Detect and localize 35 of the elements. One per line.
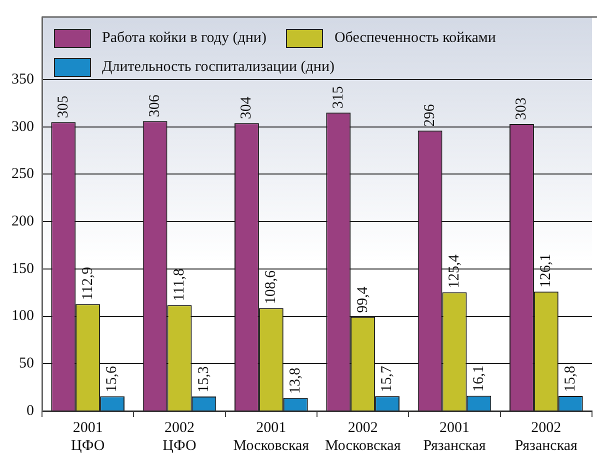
- y-tick-label: 350: [12, 71, 34, 88]
- data-label: 15,3: [196, 366, 212, 393]
- data-label: 99,4: [354, 286, 371, 313]
- data-label: 315: [330, 86, 346, 109]
- x-tick-label: 2002 ЦФО: [162, 420, 197, 453]
- data-label: 13,8: [288, 368, 304, 394]
- x-tick-label: 2001 Рязанская: [423, 420, 486, 453]
- x-tick-label: 2002 Московская: [324, 420, 401, 453]
- data-label: 15,6: [104, 365, 120, 392]
- data-label: 15,8: [562, 366, 579, 392]
- x-tick-label: 2001 Московская: [233, 420, 310, 453]
- data-label: 296: [422, 104, 438, 127]
- y-tick-label: 250: [12, 166, 34, 182]
- data-label: 303: [514, 98, 530, 120]
- x-tick-label: 2001 ЦФО: [70, 420, 105, 453]
- y-tick-label: 50: [19, 356, 34, 372]
- y-tick-label: 200: [12, 214, 34, 230]
- y-tick-label: 0: [26, 402, 34, 419]
- data-label: 15,7: [379, 365, 396, 392]
- legend-label: Обеспеченность койками: [334, 30, 496, 47]
- data-label: 112,9: [80, 266, 96, 300]
- y-tick-label: 100: [12, 308, 34, 324]
- y-tick-label: 300: [12, 118, 34, 135]
- data-label: 306: [146, 94, 163, 118]
- x-tick-label: 2002 Рязанская: [514, 420, 578, 453]
- data-label: 125,4: [446, 254, 462, 288]
- data-label: 305: [55, 96, 72, 118]
- data-label: 108,6: [263, 270, 280, 304]
- legend-label: Длительность госпитализации (дни): [102, 59, 334, 76]
- y-tick-label: 150: [12, 260, 34, 277]
- legend-label: Работа койки в году (дни): [102, 30, 266, 47]
- data-label: 16,1: [470, 366, 487, 392]
- data-label: 126,1: [538, 254, 554, 288]
- data-label: 304: [238, 96, 255, 120]
- data-label: 111,8: [171, 268, 188, 302]
